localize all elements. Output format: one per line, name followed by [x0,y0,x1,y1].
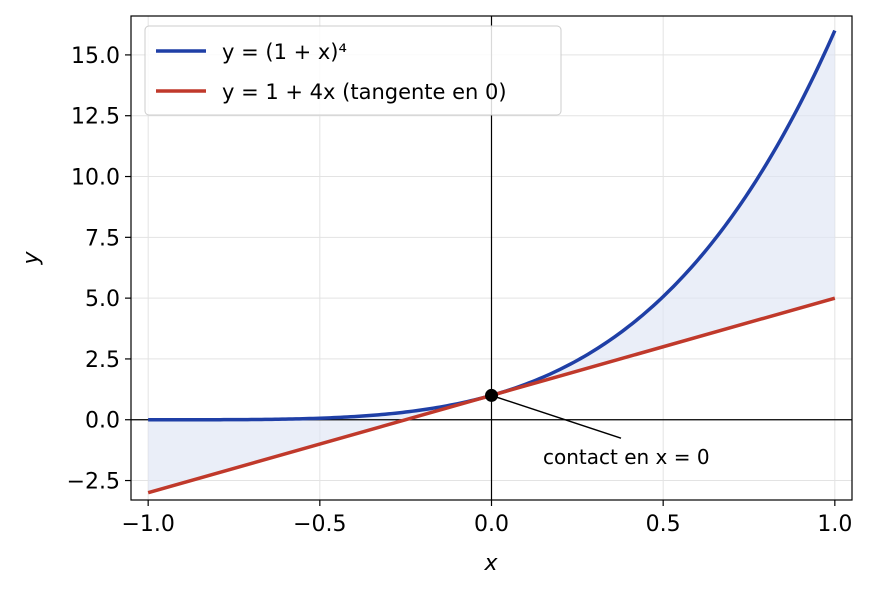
x-tick-label-0: −1.0 [121,512,174,537]
contact-point [485,388,498,402]
y-tick-label-4: 7.5 [85,226,120,251]
legend-label-power: y = (1 + x)⁴ [222,40,347,64]
annotation-group: contact en x = 0 [498,397,710,469]
y-tick-label-2: 2.5 [85,348,120,373]
annotation-label: contact en x = 0 [543,445,710,469]
x-tick-label-2: 0.0 [474,512,509,537]
y-tick-label-7: 15.0 [71,44,120,69]
y-ticks: −2.5 0.0 2.5 5.0 7.5 10.0 12.5 15.0 [67,44,131,495]
x-tick-label-4: 1.0 [817,512,852,537]
x-tick-label-3: 0.5 [646,512,681,537]
y-tick-label-3: 5.0 [85,287,120,312]
y-tick-label-6: 12.5 [71,105,120,130]
legend: y = (1 + x)⁴ y = 1 + 4x (tangente en 0) [144,25,562,116]
x-tick-label-1: −0.5 [293,512,346,537]
y-tick-label-0: −2.5 [67,470,120,495]
y-tick-label-1: 0.0 [85,409,120,434]
y-axis-label: y [19,251,44,266]
x-ticks: −1.0 −0.5 0.0 0.5 1.0 [121,500,852,537]
x-axis-label: x [483,551,498,576]
legend-label-tangent: y = 1 + 4x (tangente en 0) [222,80,507,104]
contact-point-group [485,388,498,402]
annotation-arrow [498,397,622,439]
y-tick-label-5: 10.0 [71,166,120,191]
legend-box [144,25,562,116]
